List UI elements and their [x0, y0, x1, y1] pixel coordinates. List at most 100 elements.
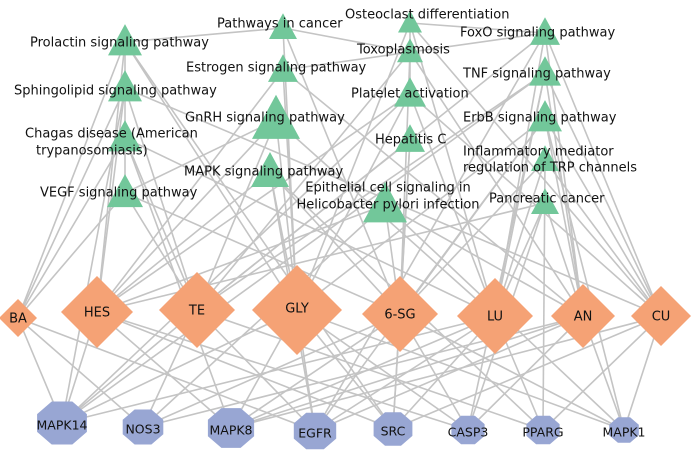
- pathway-node-sphingolipid-signaling-pathway[interactable]: [108, 70, 142, 102]
- edge-te-mapk14: [61, 309, 198, 424]
- pathway-node-tnf-signaling-pathway[interactable]: [529, 56, 561, 86]
- compound-label-te: TE: [188, 304, 205, 319]
- edge-lu-mapk14: [61, 315, 496, 424]
- edge-te-toxoplasmosis: [196, 51, 411, 311]
- label-layer: Prolactin signaling pathway Sphingolipid …: [9, 8, 670, 441]
- edge-an-estrogen-signaling-pathway: [282, 69, 584, 317]
- target-node-egfr[interactable]: [293, 412, 337, 450]
- edge-6-sg-mapk-signaling-pathway: [269, 171, 401, 315]
- edge-gly-mapk1: [296, 309, 625, 431]
- pathway-node-toxoplasmosis[interactable]: [397, 38, 423, 63]
- edge-mapk14-platelet-activation: [61, 93, 411, 424]
- edge-src-prolactin-signaling-pathway: [124, 41, 394, 430]
- pathway-node-pathways-in-cancer[interactable]: [269, 13, 297, 40]
- pathway-label-erbb-signaling-pathway: ErbB signaling pathway: [463, 111, 617, 126]
- edge-cu-tnf-signaling-pathway: [544, 72, 662, 317]
- edge-cu-platelet-activation: [409, 93, 662, 317]
- pathway-node-pancreatic-cancer[interactable]: [531, 188, 559, 215]
- target-label-src: SRC: [381, 424, 406, 439]
- pathway-label-vegf-signaling-pathway: VEGF signaling pathway: [40, 186, 198, 201]
- edge-gly-mapk14: [61, 309, 298, 424]
- pathway-label-hepatitis-c: Hepatitis C: [375, 133, 446, 148]
- compound-node-gly[interactable]: [252, 265, 342, 355]
- compound-label-lu: LU: [487, 310, 503, 325]
- pathway-node-platelet-activation[interactable]: [394, 77, 426, 107]
- pathway-node-hepatitis-c[interactable]: [395, 124, 425, 152]
- compound-node-ba[interactable]: [0, 299, 37, 337]
- edge-te-sphingolipid-signaling-pathway: [124, 87, 198, 311]
- edge-cu-erbb-signaling-pathway: [544, 117, 662, 317]
- pathway-node-inflammatory-mediator-regulation-of-trp-channels[interactable]: [531, 145, 559, 172]
- pathway-node-prolactin-signaling-pathway[interactable]: [108, 24, 142, 56]
- pathway-label-osteoclast-differentiation: Osteoclast differentiation: [345, 8, 509, 23]
- pathway-label-chagas-disease-american-trypanosomiasis-line2: trypanosomiasis): [36, 144, 148, 159]
- pathway-node-estrogen-signaling-pathway[interactable]: [268, 54, 298, 82]
- target-label-pparg: PPARG: [522, 425, 563, 440]
- edge-hes-src: [96, 311, 394, 430]
- edge-hes-mapk8: [96, 311, 232, 429]
- compound-node-6-sg[interactable]: [362, 276, 438, 352]
- edge-hes-mapk-signaling-pathway: [96, 171, 271, 313]
- edge-lu-platelet-activation: [409, 93, 496, 317]
- target-node-mapk1[interactable]: [609, 417, 639, 443]
- edge-lu-chagas-disease-american-trypanosomiasis: [124, 137, 496, 317]
- edge-te-chagas-disease-american-trypanosomiasis: [124, 137, 198, 311]
- pathway-label-pancreatic-cancer: Pancreatic cancer: [489, 192, 605, 207]
- target-label-casp3: CASP3: [448, 425, 489, 440]
- edge-6-sg-mapk1: [399, 313, 625, 431]
- pathway-label-gnrh-signaling-pathway: GnRH signaling pathway: [185, 111, 345, 126]
- target-node-pparg[interactable]: [526, 415, 560, 445]
- compound-node-te[interactable]: [159, 272, 235, 348]
- pathway-node-mapk-signaling-pathway[interactable]: [251, 152, 289, 187]
- target-node-mapk14[interactable]: [37, 401, 87, 445]
- edge-egfr-foxo-signaling-pathway: [314, 32, 546, 432]
- target-node-mapk8[interactable]: [207, 408, 255, 448]
- edge-cu-pparg: [542, 315, 662, 431]
- node-layer: [0, 10, 691, 450]
- compound-node-hes[interactable]: [61, 276, 133, 348]
- pathway-node-vegf-signaling-pathway[interactable]: [107, 174, 143, 208]
- edge-an-egfr: [314, 315, 584, 432]
- edge-6-sg-vegf-signaling-pathway: [124, 192, 401, 315]
- pathway-node-chagas-disease-american-trypanosomiasis[interactable]: [108, 120, 142, 152]
- pathway-label-epithelial-cell-signaling-in-helicobacter-pylori-infection-line2: Helicobacter pylori infection: [296, 198, 479, 213]
- compound-label-an: AN: [574, 310, 593, 325]
- edge-an-epithelial-cell-signaling-in-helicobacter-pylori-infection: [384, 204, 584, 317]
- edge-hes-pancreatic-cancer: [96, 202, 546, 313]
- edge-cu-foxo-signaling-pathway: [544, 32, 662, 317]
- edge-gnrh-signaling-pathway-vegf-signaling-pathway: [124, 119, 277, 194]
- pathway-label-foxo-signaling-pathway: FoxO signaling pathway: [460, 26, 615, 41]
- target-node-nos3[interactable]: [122, 409, 164, 445]
- edge-tnf-signaling-pathway-mapk14: [61, 72, 546, 424]
- edge-gly-osteoclast-differentiation: [296, 22, 411, 311]
- target-label-mapk14: MAPK14: [37, 418, 88, 433]
- target-label-nos3: NOS3: [125, 422, 160, 437]
- edge-ba-chagas-disease-american-trypanosomiasis: [17, 137, 126, 319]
- compound-label-gly: GLY: [285, 302, 309, 317]
- compound-label-6-sg: 6-SG: [384, 308, 415, 323]
- pathway-node-epithelial-cell-signaling-in-helicobacter-pylori-infection[interactable]: [363, 181, 407, 223]
- pathway-label-inflammatory-mediator-regulation-of-trp-channels-line1: Inflammatory mediator: [463, 145, 614, 160]
- compound-node-cu[interactable]: [631, 286, 691, 346]
- edge-foxo-signaling-pathway-osteoclast-differentiation: [409, 22, 546, 34]
- compound-node-lu[interactable]: [457, 278, 533, 354]
- pathway-node-osteoclast-differentiation[interactable]: [398, 10, 422, 33]
- edge-ba-prolactin-signaling-pathway: [17, 41, 126, 319]
- edge-erbb-signaling-pathway-egfr: [314, 117, 546, 432]
- target-node-casp3[interactable]: [451, 415, 485, 445]
- pathway-node-gnrh-signaling-pathway[interactable]: [252, 94, 300, 139]
- edge-an-mapk8: [230, 315, 584, 429]
- compound-label-hes: HES: [84, 306, 110, 321]
- pathway-label-tnf-signaling-pathway: TNF signaling pathway: [462, 67, 611, 82]
- pathway-label-inflammatory-mediator-regulation-of-trp-channels-line2: regulation of TRP channels: [463, 161, 637, 176]
- pathway-label-estrogen-signaling-pathway: Estrogen signaling pathway: [186, 61, 367, 76]
- target-node-src[interactable]: [373, 412, 413, 446]
- pathway-label-pathways-in-cancer: Pathways in cancer: [217, 17, 343, 32]
- pathway-node-foxo-signaling-pathway[interactable]: [530, 17, 560, 45]
- compound-node-an[interactable]: [551, 284, 615, 348]
- pathway-node-erbb-signaling-pathway[interactable]: [528, 100, 562, 132]
- edge-gly-prolactin-signaling-pathway: [124, 41, 298, 311]
- edge-hes-gnrh-signaling-pathway: [96, 119, 277, 313]
- edge-pathways-in-cancer-toxoplasmosis: [282, 27, 411, 53]
